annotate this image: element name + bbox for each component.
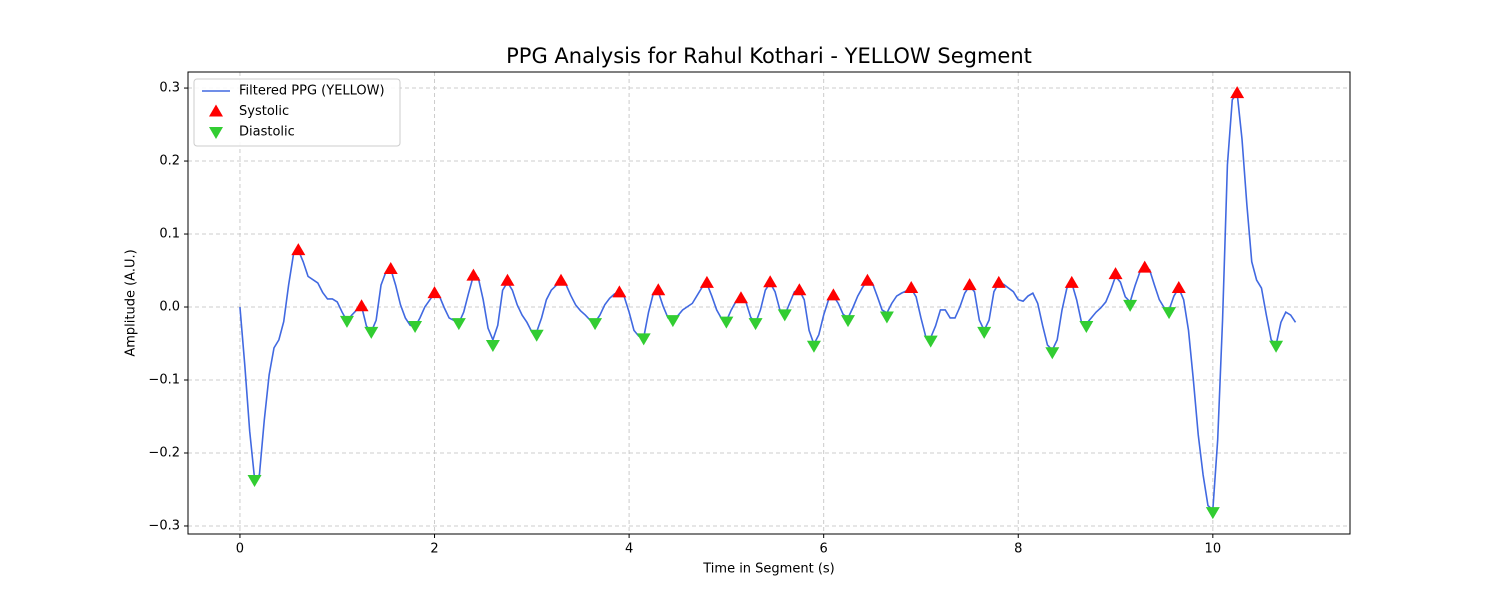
x-tick-label: 4 — [625, 542, 633, 557]
x-tick-label: 10 — [1205, 542, 1222, 557]
x-tick-label: 6 — [820, 542, 828, 557]
ppg-line — [239, 91, 1297, 512]
y-axis-label: Amplitude (A.U.) — [124, 249, 139, 356]
systolic-marker — [612, 285, 627, 298]
diastolic-marker — [1269, 340, 1284, 353]
diastolic-marker — [339, 315, 354, 328]
y-tick-label: 0.2 — [159, 154, 180, 169]
diastolic-marker — [1045, 347, 1060, 360]
diastolic-marker — [408, 320, 423, 333]
systolic-marker — [733, 291, 748, 304]
diastolic-marker — [806, 340, 821, 353]
x-axis-label: Time in Segment (s) — [702, 562, 834, 577]
diastolic-marker — [777, 309, 792, 322]
systolic-marker — [991, 275, 1006, 288]
diastolic-marker — [364, 326, 379, 339]
diastolic-marker — [1123, 299, 1138, 312]
y-tick-label: −0.1 — [148, 373, 180, 388]
systolic-marker — [763, 275, 778, 288]
diastolic-marker — [485, 339, 500, 352]
diastolic-marker — [923, 335, 938, 348]
systolic-marker — [651, 283, 666, 296]
legend-label: Diastolic — [239, 125, 295, 140]
diastolic-marker — [665, 315, 680, 328]
systolic-marker — [860, 273, 875, 286]
chart-title: PPG Analysis for Rahul Kothari - YELLOW … — [506, 44, 1032, 68]
diastolic-marker — [879, 311, 894, 324]
diastolic-marker — [1205, 507, 1220, 520]
y-tick-label: 0.3 — [159, 81, 180, 96]
systolic-marker — [792, 283, 807, 296]
legend-label: Systolic — [239, 104, 289, 119]
systolic-marker — [291, 243, 306, 256]
y-tick-label: −0.2 — [148, 445, 180, 460]
diastolic-marker — [247, 474, 262, 487]
diastolic-marker — [1079, 320, 1094, 333]
y-tick-label: 0.0 — [159, 300, 180, 315]
systolic-marker — [699, 275, 714, 288]
diastolic-marker — [748, 318, 763, 331]
x-tick-label: 8 — [1014, 542, 1022, 557]
systolic-marker — [1230, 86, 1245, 99]
x-tick-label: 2 — [430, 542, 438, 557]
y-tick-label: 0.1 — [159, 227, 180, 242]
systolic-marker — [1064, 275, 1079, 288]
y-tick-label: −0.3 — [148, 518, 180, 533]
diastolic-marker — [840, 315, 855, 328]
systolic-marker — [427, 286, 442, 299]
systolic-marker — [500, 273, 515, 286]
systolic-marker — [553, 273, 568, 286]
legend-label: Filtered PPG (YELLOW) — [239, 84, 385, 99]
diastolic-marker — [588, 318, 603, 331]
systolic-marker — [1108, 267, 1123, 280]
legend-box — [193, 78, 401, 147]
systolic-marker — [383, 262, 398, 275]
systolic-marker — [904, 281, 919, 294]
diastolic-marker — [451, 318, 466, 331]
x-tick-label: 0 — [236, 542, 244, 557]
diastolic-marker — [636, 333, 651, 346]
systolic-marker — [962, 278, 977, 291]
plot-frame — [187, 71, 1351, 535]
legend-swatch — [209, 104, 223, 117]
diastolic-marker — [977, 326, 992, 339]
systolic-marker — [354, 299, 369, 312]
diastolic-marker — [529, 329, 544, 342]
systolic-marker — [826, 288, 841, 301]
diastolic-marker — [719, 316, 734, 329]
diastolic-marker — [1162, 307, 1177, 320]
systolic-marker — [466, 268, 481, 281]
systolic-marker — [1171, 281, 1186, 294]
legend-swatch — [209, 127, 223, 139]
systolic-marker — [1137, 260, 1152, 273]
